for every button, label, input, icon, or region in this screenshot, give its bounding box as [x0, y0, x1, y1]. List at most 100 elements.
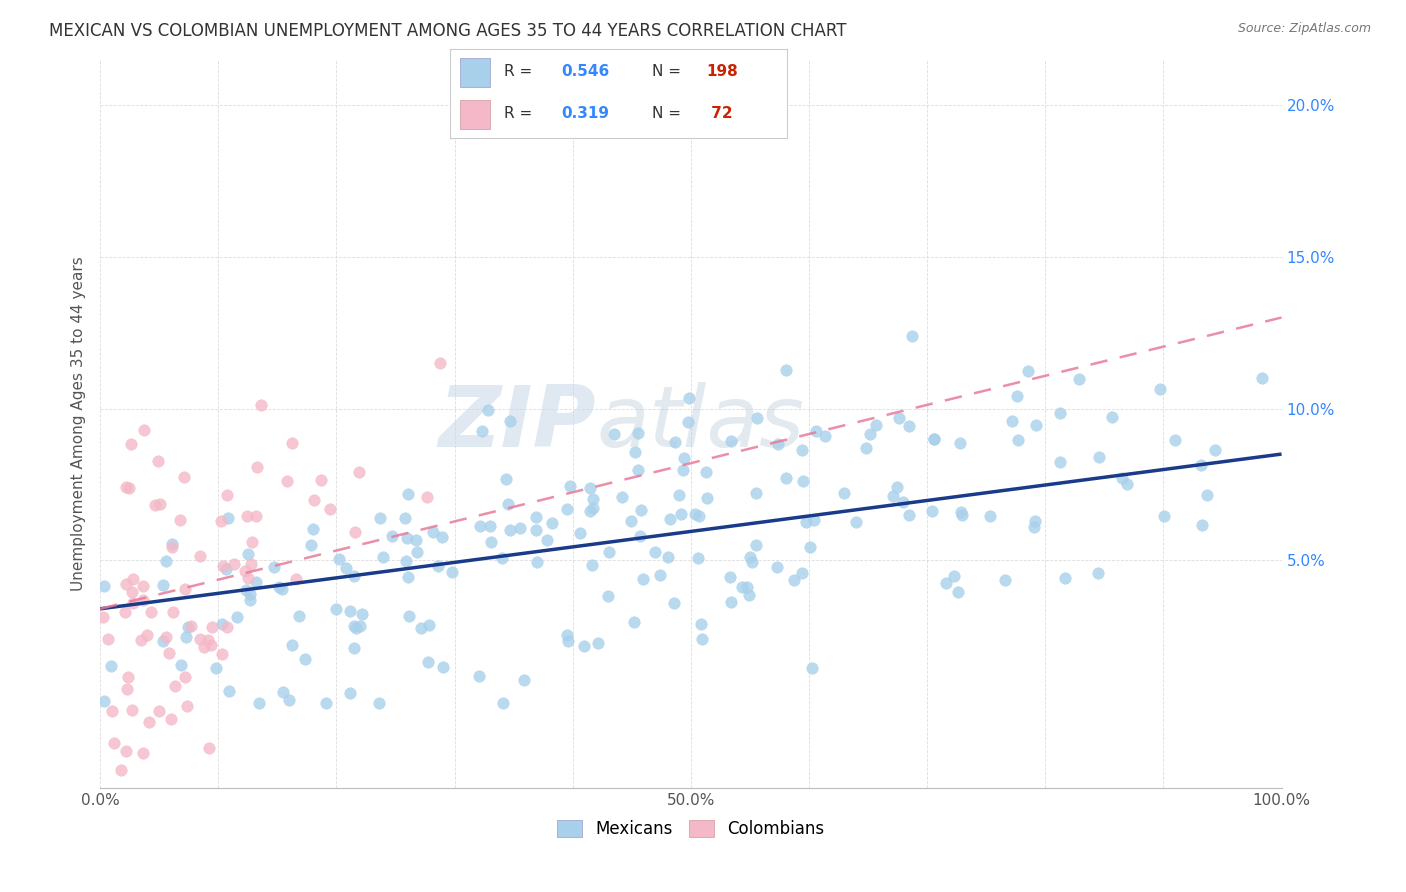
Point	[114, 605, 136, 619]
Point	[478, 518, 501, 533]
Point	[160, 537, 183, 551]
Text: atlas: atlas	[596, 382, 804, 466]
Point	[650, 567, 672, 582]
Point	[688, 509, 710, 524]
Point	[163, 679, 186, 693]
Point	[627, 426, 650, 441]
Point	[250, 398, 273, 412]
Point	[269, 580, 291, 594]
Point	[110, 763, 132, 777]
Point	[271, 582, 294, 596]
Point	[343, 569, 366, 583]
Text: 0.546: 0.546	[561, 64, 610, 79]
Point	[468, 518, 491, 533]
Point	[718, 569, 741, 583]
FancyBboxPatch shape	[460, 100, 491, 129]
Point	[236, 508, 259, 523]
Point	[1007, 389, 1029, 403]
Point	[239, 557, 262, 571]
Point	[536, 533, 558, 547]
Point	[339, 686, 361, 700]
Point	[891, 495, 914, 509]
Point	[844, 515, 866, 529]
Point	[574, 640, 596, 654]
Point	[93, 694, 115, 708]
Point	[803, 513, 825, 527]
Point	[143, 499, 166, 513]
Point	[524, 523, 547, 537]
Point	[335, 561, 357, 575]
Point	[624, 445, 647, 459]
Point	[948, 585, 970, 599]
Point	[498, 414, 520, 428]
Point	[215, 619, 238, 633]
Point	[177, 620, 200, 634]
Point	[173, 670, 195, 684]
Point	[924, 433, 946, 447]
Point	[339, 604, 361, 618]
Point	[859, 426, 882, 441]
Point	[950, 505, 973, 519]
Point	[662, 596, 685, 610]
Point	[405, 545, 427, 559]
Point	[152, 633, 174, 648]
Text: R =: R =	[503, 64, 531, 79]
Point	[440, 565, 463, 579]
Point	[834, 486, 856, 500]
Point	[343, 618, 366, 632]
Point	[1101, 409, 1123, 424]
Point	[97, 632, 120, 646]
Point	[889, 411, 911, 425]
Point	[479, 534, 502, 549]
Point	[935, 576, 957, 591]
Point	[855, 442, 877, 456]
Point	[115, 577, 138, 591]
Point	[668, 488, 690, 502]
Point	[245, 508, 267, 523]
Point	[180, 619, 202, 633]
Point	[263, 560, 285, 574]
Point	[132, 746, 155, 760]
Point	[470, 424, 492, 438]
Text: ZIP: ZIP	[439, 382, 596, 466]
Point	[396, 570, 419, 584]
Point	[794, 515, 817, 529]
Point	[93, 579, 115, 593]
Point	[783, 573, 806, 587]
Point	[218, 684, 240, 698]
Point	[897, 508, 920, 522]
Point	[422, 525, 444, 540]
Point	[311, 473, 333, 487]
Point	[141, 605, 163, 619]
Point	[582, 501, 605, 516]
Point	[766, 560, 789, 574]
Point	[343, 641, 366, 656]
Point	[994, 573, 1017, 587]
Point	[790, 566, 813, 581]
Point	[738, 588, 761, 602]
Point	[745, 411, 768, 425]
Point	[731, 580, 754, 594]
Point	[581, 558, 603, 572]
Point	[132, 423, 155, 437]
Point	[138, 715, 160, 730]
Point	[235, 582, 257, 597]
Legend: Mexicans, Colombians: Mexicans, Colombians	[550, 814, 831, 845]
Point	[394, 511, 416, 525]
Point	[623, 615, 645, 629]
Y-axis label: Unemployment Among Ages 35 to 44 years: Unemployment Among Ages 35 to 44 years	[72, 256, 86, 591]
Point	[103, 736, 125, 750]
Point	[276, 474, 298, 488]
Point	[395, 554, 418, 568]
Point	[426, 558, 449, 573]
Point	[644, 545, 666, 559]
Text: 0.319: 0.319	[561, 106, 609, 120]
Point	[188, 549, 211, 564]
Point	[603, 426, 626, 441]
Point	[720, 594, 742, 608]
Point	[1111, 470, 1133, 484]
Point	[1153, 508, 1175, 523]
Point	[799, 540, 821, 554]
Point	[555, 502, 578, 516]
Point	[558, 478, 581, 492]
